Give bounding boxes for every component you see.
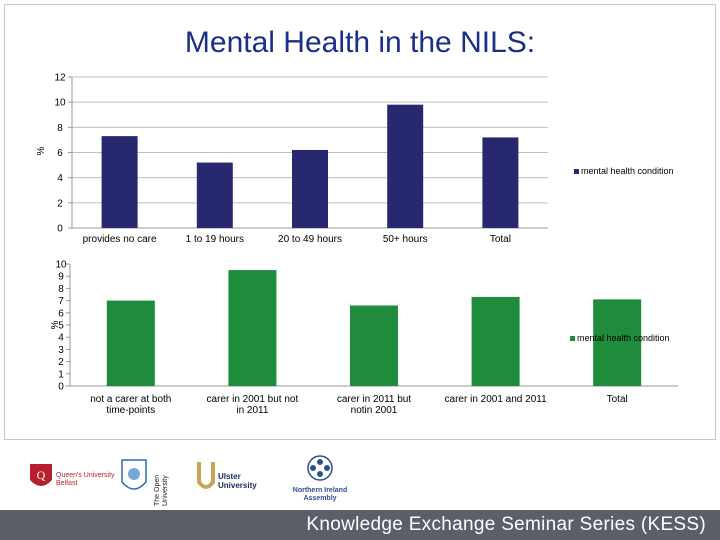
logo-queens-university: Q Queen's University Belfast [28, 462, 54, 499]
bar [107, 301, 155, 386]
ulster-mark-icon [196, 460, 216, 494]
logo-ulster-line1: Ulster [218, 472, 268, 481]
y-tick-label: 8 [58, 284, 64, 295]
footer-title: Knowledge Exchange Seminar Series (KESS) [306, 514, 706, 536]
legend-swatch [570, 336, 575, 341]
category-label: carer in 2001 and 2011 [445, 394, 548, 405]
category-label: carer in 2001 but not in 2011 [207, 394, 299, 416]
logo-ulster-line2: University [218, 481, 268, 490]
y-tick-label: 1 [58, 369, 64, 380]
y-tick-label: 2 [58, 357, 64, 368]
y-tick-label: 7 [58, 296, 64, 307]
category-label: Total [607, 394, 628, 405]
category-label: carer in 2011 but notin 2001 [337, 394, 412, 416]
queens-crest-icon: Q [28, 462, 54, 494]
y-tick-label: 10 [55, 260, 67, 271]
logo-queens-line2: Belfast [56, 480, 116, 488]
logo-strip: Q Queen's University Belfast The Open Un… [0, 450, 720, 510]
y-tick-label: 6 [58, 308, 64, 319]
logo-ni-line2: Assembly [288, 495, 352, 503]
flax-emblem-icon [300, 454, 340, 482]
logo-queens-line1: Queen's University [56, 472, 116, 480]
logo-open-line2: University [162, 475, 169, 506]
y-tick-label: 9 [58, 272, 64, 283]
footer-bar: Knowledge Exchange Seminar Series (KESS) [0, 510, 720, 540]
y-tick-label: 4 [58, 333, 64, 344]
logo-ni-assembly: Northern Ireland Assembly [288, 454, 352, 503]
logo-open-university: The Open University [120, 458, 148, 501]
bar [228, 270, 276, 386]
bar [350, 305, 398, 386]
logo-open-line1: The Open [154, 475, 161, 506]
y-tick-label: 0 [58, 382, 64, 393]
logo-ni-line1: Northern Ireland [288, 487, 352, 495]
open-university-shield-icon [120, 458, 148, 496]
category-label: not a carer at both time-points [90, 394, 171, 416]
bar [472, 297, 520, 386]
y-axis-label: % [50, 320, 61, 329]
legend-label: mental health condition [577, 333, 670, 343]
y-tick-label: 3 [58, 345, 64, 356]
logo-ulster-university: Ulster University [196, 460, 216, 499]
svg-text:Q: Q [37, 468, 46, 482]
